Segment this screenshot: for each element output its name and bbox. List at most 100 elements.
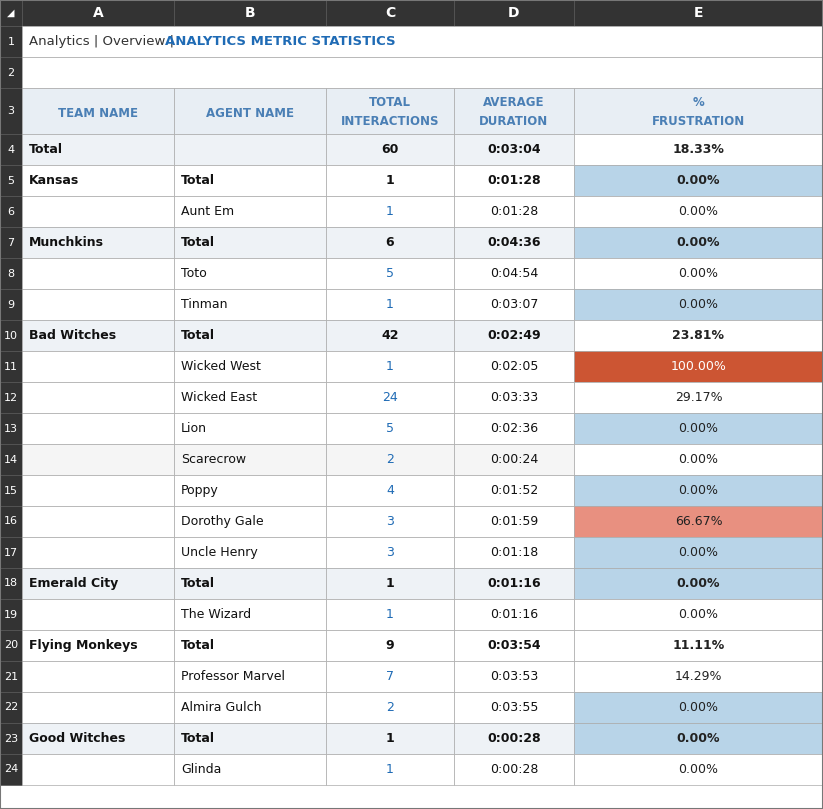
Bar: [174, 289, 326, 320]
Bar: [326, 537, 454, 568]
Text: 0.00%: 0.00%: [677, 236, 720, 249]
Bar: [574, 661, 823, 692]
Bar: [454, 661, 574, 692]
Bar: [174, 258, 326, 289]
Bar: [22, 165, 174, 196]
Bar: [574, 568, 823, 599]
Bar: [174, 444, 326, 475]
Text: 0.00%: 0.00%: [678, 453, 718, 466]
Text: B: B: [244, 6, 255, 20]
Text: 0.00%: 0.00%: [678, 701, 718, 714]
Bar: [0, 568, 22, 599]
Bar: [174, 165, 326, 196]
Bar: [574, 413, 823, 444]
Bar: [454, 196, 574, 227]
Bar: [174, 134, 326, 165]
Text: 18: 18: [4, 578, 18, 588]
Text: 1: 1: [386, 298, 394, 311]
Bar: [574, 382, 823, 413]
Bar: [326, 0, 454, 26]
Text: Professor Marvel: Professor Marvel: [181, 670, 285, 683]
Text: 0:01:16: 0:01:16: [490, 608, 538, 621]
Bar: [22, 444, 174, 475]
Text: 11: 11: [4, 362, 18, 371]
Text: 0:00:28: 0:00:28: [490, 763, 538, 776]
Bar: [326, 661, 454, 692]
Text: A: A: [93, 6, 104, 20]
Bar: [22, 630, 174, 661]
Text: 21: 21: [4, 671, 18, 681]
Text: 12: 12: [4, 392, 18, 403]
Bar: [574, 630, 823, 661]
Bar: [22, 413, 174, 444]
Bar: [454, 134, 574, 165]
Bar: [0, 351, 22, 382]
Bar: [174, 351, 326, 382]
Text: 23.81%: 23.81%: [672, 329, 724, 342]
Text: 0:01:28: 0:01:28: [487, 174, 541, 187]
Bar: [0, 630, 22, 661]
Bar: [174, 568, 326, 599]
Bar: [0, 599, 22, 630]
Bar: [22, 723, 174, 754]
Bar: [574, 444, 823, 475]
Text: 66.67%: 66.67%: [675, 515, 723, 528]
Text: 1: 1: [386, 360, 394, 373]
Bar: [454, 227, 574, 258]
Text: Total: Total: [181, 639, 215, 652]
Text: Munchkins: Munchkins: [29, 236, 104, 249]
Text: Emerald City: Emerald City: [29, 577, 119, 590]
Bar: [22, 382, 174, 413]
Bar: [22, 57, 823, 88]
Text: Total: Total: [181, 174, 215, 187]
Bar: [454, 568, 574, 599]
Text: Scarecrow: Scarecrow: [181, 453, 246, 466]
Bar: [0, 723, 22, 754]
Bar: [0, 57, 22, 88]
Text: 0:01:28: 0:01:28: [490, 205, 538, 218]
Text: 14.29%: 14.29%: [675, 670, 723, 683]
Text: 0.00%: 0.00%: [678, 608, 718, 621]
Text: Good Witches: Good Witches: [29, 732, 125, 745]
Bar: [326, 413, 454, 444]
Bar: [454, 258, 574, 289]
Bar: [174, 227, 326, 258]
Bar: [22, 196, 174, 227]
Bar: [326, 475, 454, 506]
Text: AVERAGE: AVERAGE: [483, 96, 545, 109]
Text: 0:02:49: 0:02:49: [487, 329, 541, 342]
Text: 0.00%: 0.00%: [678, 763, 718, 776]
Text: 2: 2: [386, 453, 394, 466]
Bar: [454, 320, 574, 351]
Text: 5: 5: [386, 267, 394, 280]
Bar: [454, 88, 574, 134]
Bar: [174, 692, 326, 723]
Text: 4: 4: [386, 484, 394, 497]
Bar: [454, 165, 574, 196]
Bar: [574, 692, 823, 723]
Bar: [454, 537, 574, 568]
Text: Aunt Em: Aunt Em: [181, 205, 234, 218]
Bar: [0, 289, 22, 320]
Text: Total: Total: [29, 143, 63, 156]
Text: FRUSTRATION: FRUSTRATION: [652, 115, 745, 128]
Bar: [326, 227, 454, 258]
Text: 0.00%: 0.00%: [678, 422, 718, 435]
Text: 29.17%: 29.17%: [675, 391, 723, 404]
Bar: [574, 537, 823, 568]
Bar: [574, 258, 823, 289]
Text: 0.00%: 0.00%: [678, 484, 718, 497]
Text: 0:03:53: 0:03:53: [490, 670, 538, 683]
Bar: [326, 692, 454, 723]
Text: 4: 4: [7, 145, 15, 155]
Text: 1: 1: [386, 608, 394, 621]
Text: 1: 1: [7, 36, 15, 46]
Bar: [0, 413, 22, 444]
Text: 1: 1: [386, 205, 394, 218]
Bar: [454, 289, 574, 320]
Bar: [326, 630, 454, 661]
Bar: [574, 723, 823, 754]
Bar: [0, 444, 22, 475]
Bar: [0, 382, 22, 413]
Text: Tinman: Tinman: [181, 298, 227, 311]
